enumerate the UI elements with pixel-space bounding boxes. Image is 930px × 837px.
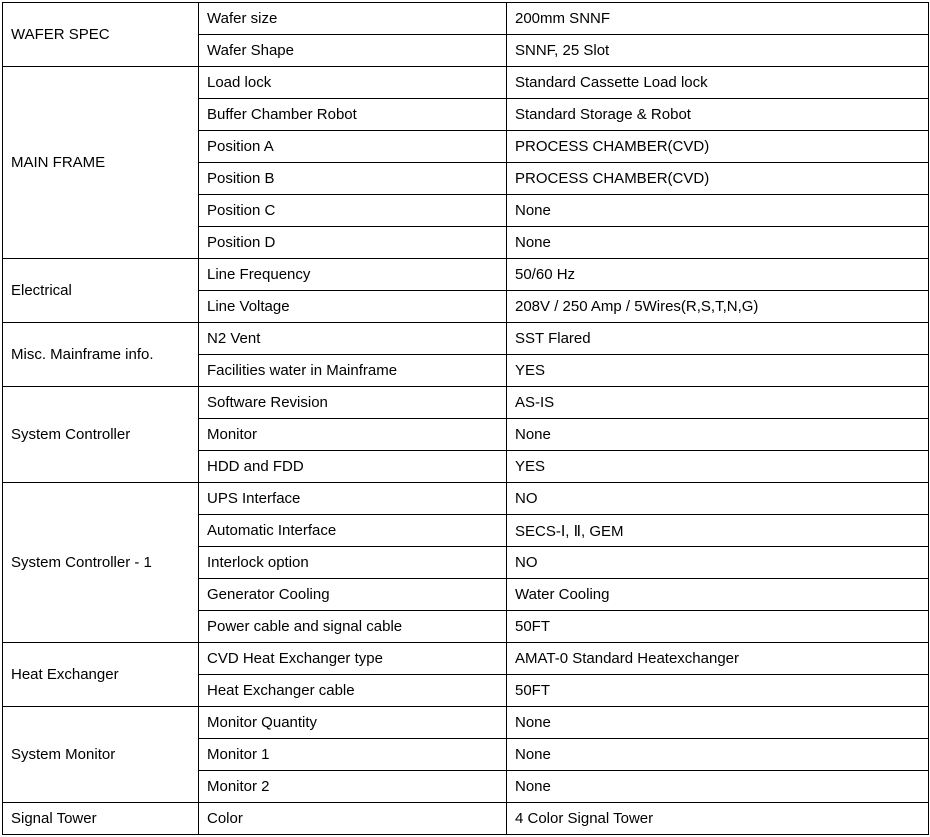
spec-table: WAFER SPECWafer size200mm SNNFWafer Shap…	[2, 2, 929, 835]
value-cell: 208V / 250 Amp / 5Wires(R,S,T,N,G)	[507, 291, 929, 323]
value-cell: NO	[507, 547, 929, 579]
param-cell: Power cable and signal cable	[199, 611, 507, 643]
value-cell: PROCESS CHAMBER(CVD)	[507, 163, 929, 195]
param-cell: Facilities water in Mainframe	[199, 355, 507, 387]
value-cell: 50FT	[507, 611, 929, 643]
table-row: Heat ExchangerCVD Heat Exchanger typeAMA…	[3, 643, 929, 675]
param-cell: Position B	[199, 163, 507, 195]
value-cell: None	[507, 419, 929, 451]
value-cell: 4 Color Signal Tower	[507, 803, 929, 835]
param-cell: Wafer Shape	[199, 35, 507, 67]
value-cell: 200mm SNNF	[507, 3, 929, 35]
value-cell: 50FT	[507, 675, 929, 707]
param-cell: UPS Interface	[199, 483, 507, 515]
category-cell: Misc. Mainframe info.	[3, 323, 199, 387]
value-cell: None	[507, 195, 929, 227]
param-cell: Monitor 1	[199, 739, 507, 771]
value-cell: Water Cooling	[507, 579, 929, 611]
param-cell: HDD and FDD	[199, 451, 507, 483]
param-cell: Position A	[199, 131, 507, 163]
category-cell: System Controller - 1	[3, 483, 199, 643]
value-cell: AS-IS	[507, 387, 929, 419]
param-cell: Load lock	[199, 67, 507, 99]
table-row: System ControllerSoftware RevisionAS-IS	[3, 387, 929, 419]
category-cell: System Controller	[3, 387, 199, 483]
category-cell: Electrical	[3, 259, 199, 323]
param-cell: Monitor Quantity	[199, 707, 507, 739]
value-cell: YES	[507, 355, 929, 387]
param-cell: Position C	[199, 195, 507, 227]
value-cell: AMAT-0 Standard Heatexchanger	[507, 643, 929, 675]
category-cell: MAIN FRAME	[3, 67, 199, 259]
param-cell: Line Frequency	[199, 259, 507, 291]
category-cell: Heat Exchanger	[3, 643, 199, 707]
param-cell: Interlock option	[199, 547, 507, 579]
value-cell: NO	[507, 483, 929, 515]
param-cell: Monitor 2	[199, 771, 507, 803]
value-cell: YES	[507, 451, 929, 483]
value-cell: SECS-Ⅰ, Ⅱ, GEM	[507, 515, 929, 547]
param-cell: Color	[199, 803, 507, 835]
table-row: System MonitorMonitor QuantityNone	[3, 707, 929, 739]
param-cell: Monitor	[199, 419, 507, 451]
param-cell: Wafer size	[199, 3, 507, 35]
param-cell: Position D	[199, 227, 507, 259]
value-cell: 50/60 Hz	[507, 259, 929, 291]
param-cell: CVD Heat Exchanger type	[199, 643, 507, 675]
param-cell: Buffer Chamber Robot	[199, 99, 507, 131]
category-cell: Signal Tower	[3, 803, 199, 835]
value-cell: Standard Storage & Robot	[507, 99, 929, 131]
value-cell: None	[507, 739, 929, 771]
param-cell: Generator Cooling	[199, 579, 507, 611]
table-row: Signal TowerColor4 Color Signal Tower	[3, 803, 929, 835]
table-row: System Controller - 1UPS InterfaceNO	[3, 483, 929, 515]
category-cell: WAFER SPEC	[3, 3, 199, 67]
category-cell: System Monitor	[3, 707, 199, 803]
value-cell: None	[507, 771, 929, 803]
param-cell: Software Revision	[199, 387, 507, 419]
table-row: WAFER SPECWafer size200mm SNNF	[3, 3, 929, 35]
param-cell: Heat Exchanger cable	[199, 675, 507, 707]
table-row: Misc. Mainframe info.N2 VentSST Flared	[3, 323, 929, 355]
value-cell: SST Flared	[507, 323, 929, 355]
table-row: MAIN FRAMELoad lockStandard Cassette Loa…	[3, 67, 929, 99]
param-cell: Automatic Interface	[199, 515, 507, 547]
param-cell: Line Voltage	[199, 291, 507, 323]
value-cell: None	[507, 227, 929, 259]
param-cell: N2 Vent	[199, 323, 507, 355]
value-cell: PROCESS CHAMBER(CVD)	[507, 131, 929, 163]
table-row: ElectricalLine Frequency50/60 Hz	[3, 259, 929, 291]
value-cell: SNNF, 25 Slot	[507, 35, 929, 67]
value-cell: None	[507, 707, 929, 739]
value-cell: Standard Cassette Load lock	[507, 67, 929, 99]
